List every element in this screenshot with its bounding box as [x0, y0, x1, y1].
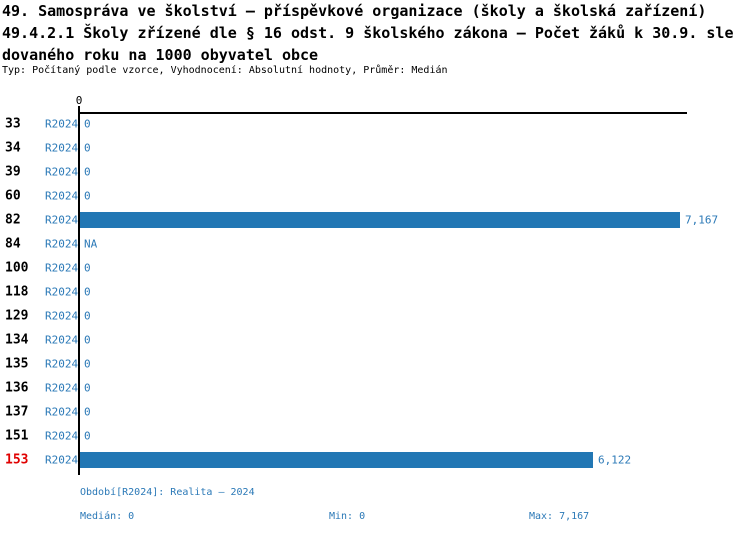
row-value-label: 0	[84, 285, 91, 299]
row-value-label: 6,122	[598, 453, 632, 467]
row-category-label: 151	[5, 428, 29, 444]
chart-row: 153 R2024 6,122	[0, 448, 750, 472]
row-value-label: 0	[84, 357, 91, 371]
row-period-label: R2024	[45, 261, 79, 275]
row-period-label: R2024	[45, 165, 79, 179]
axis-zero-tick-label: 0	[75, 94, 83, 107]
row-value-label: 0	[84, 309, 91, 323]
chart-row: 39 R2024 0	[0, 160, 750, 184]
footer-min-label: Min: 0	[329, 511, 366, 522]
row-category-label: 39	[5, 164, 21, 180]
chart-subtitle: Typ: Počítaný podle vzorce, Vyhodnocení:…	[2, 65, 448, 76]
chart-title-line-3: dovaného roku na 1000 obyvatel obce	[2, 46, 319, 64]
chart-row: 82 R2024 7,167	[0, 208, 750, 232]
chart-row: 134 R2024 0	[0, 328, 750, 352]
chart-rows: 33 R2024 0 34 R2024 0 39 R2024 0 60 R2024 0 82 R2024 7…	[0, 112, 750, 472]
row-period-label: R2024	[45, 285, 79, 299]
row-period-label: R2024	[45, 453, 79, 467]
row-period-label: R2024	[45, 237, 79, 251]
chart-row: 34 R2024 0	[0, 136, 750, 160]
row-value-label: 7,167	[685, 213, 719, 227]
chart-title-line-2: 49.4.2.1 Školy zřízené dle § 16 odst. 9 …	[2, 24, 734, 42]
row-period-label: R2024	[45, 117, 79, 131]
row-period-label: R2024	[45, 429, 79, 443]
row-period-label: R2024	[45, 381, 79, 395]
row-category-label: 82	[5, 212, 21, 228]
row-category-label: 100	[5, 260, 29, 276]
row-period-label: R2024	[45, 213, 79, 227]
bar	[80, 212, 680, 228]
chart-row: 100 R2024 0	[0, 256, 750, 280]
chart-row: 129 R2024 0	[0, 304, 750, 328]
row-category-label: 136	[5, 380, 29, 396]
row-value-label: 0	[84, 381, 91, 395]
row-category-label: 60	[5, 188, 21, 204]
row-period-label: R2024	[45, 405, 79, 419]
row-value-label: 0	[84, 165, 91, 179]
chart-row: 136 R2024 0	[0, 376, 750, 400]
footer-max-label: Max: 7,167	[529, 511, 590, 522]
row-value-label: 0	[84, 117, 91, 131]
row-value-label: 0	[84, 261, 91, 275]
footer-period-label: Období[R2024]: Realita – 2024	[80, 487, 255, 498]
row-period-label: R2024	[45, 333, 79, 347]
row-category-label: 33	[5, 116, 21, 132]
row-category-label: 34	[5, 140, 21, 156]
row-value-label: 0	[84, 333, 91, 347]
row-value-label: 0	[84, 405, 91, 419]
chart-row: 151 R2024 0	[0, 424, 750, 448]
row-period-label: R2024	[45, 309, 79, 323]
axis-top-line	[78, 112, 687, 114]
bar	[80, 452, 593, 468]
row-category-label: 84	[5, 236, 21, 252]
row-category-label: 118	[5, 284, 29, 300]
footer-median-label: Medián: 0	[80, 511, 135, 522]
row-category-label: 153	[5, 452, 29, 468]
chart-row: 118 R2024 0	[0, 280, 750, 304]
chart-row: 137 R2024 0	[0, 400, 750, 424]
chart-row: 84 R2024 NA	[0, 232, 750, 256]
row-value-label: 0	[84, 189, 91, 203]
chart-title-line-1: 49. Samospráva ve školství – příspěvkové…	[2, 2, 707, 20]
row-category-label: 137	[5, 404, 29, 420]
row-value-label: 0	[84, 429, 91, 443]
row-period-label: R2024	[45, 189, 79, 203]
row-category-label: 135	[5, 356, 29, 372]
row-value-label: 0	[84, 141, 91, 155]
chart-row: 33 R2024 0	[0, 112, 750, 136]
axis-vertical-line	[78, 106, 80, 475]
row-category-label: 129	[5, 308, 29, 324]
chart-row: 60 R2024 0	[0, 184, 750, 208]
row-period-label: R2024	[45, 141, 79, 155]
chart-row: 135 R2024 0	[0, 352, 750, 376]
row-period-label: R2024	[45, 357, 79, 371]
row-category-label: 134	[5, 332, 29, 348]
row-value-label: NA	[84, 237, 98, 251]
